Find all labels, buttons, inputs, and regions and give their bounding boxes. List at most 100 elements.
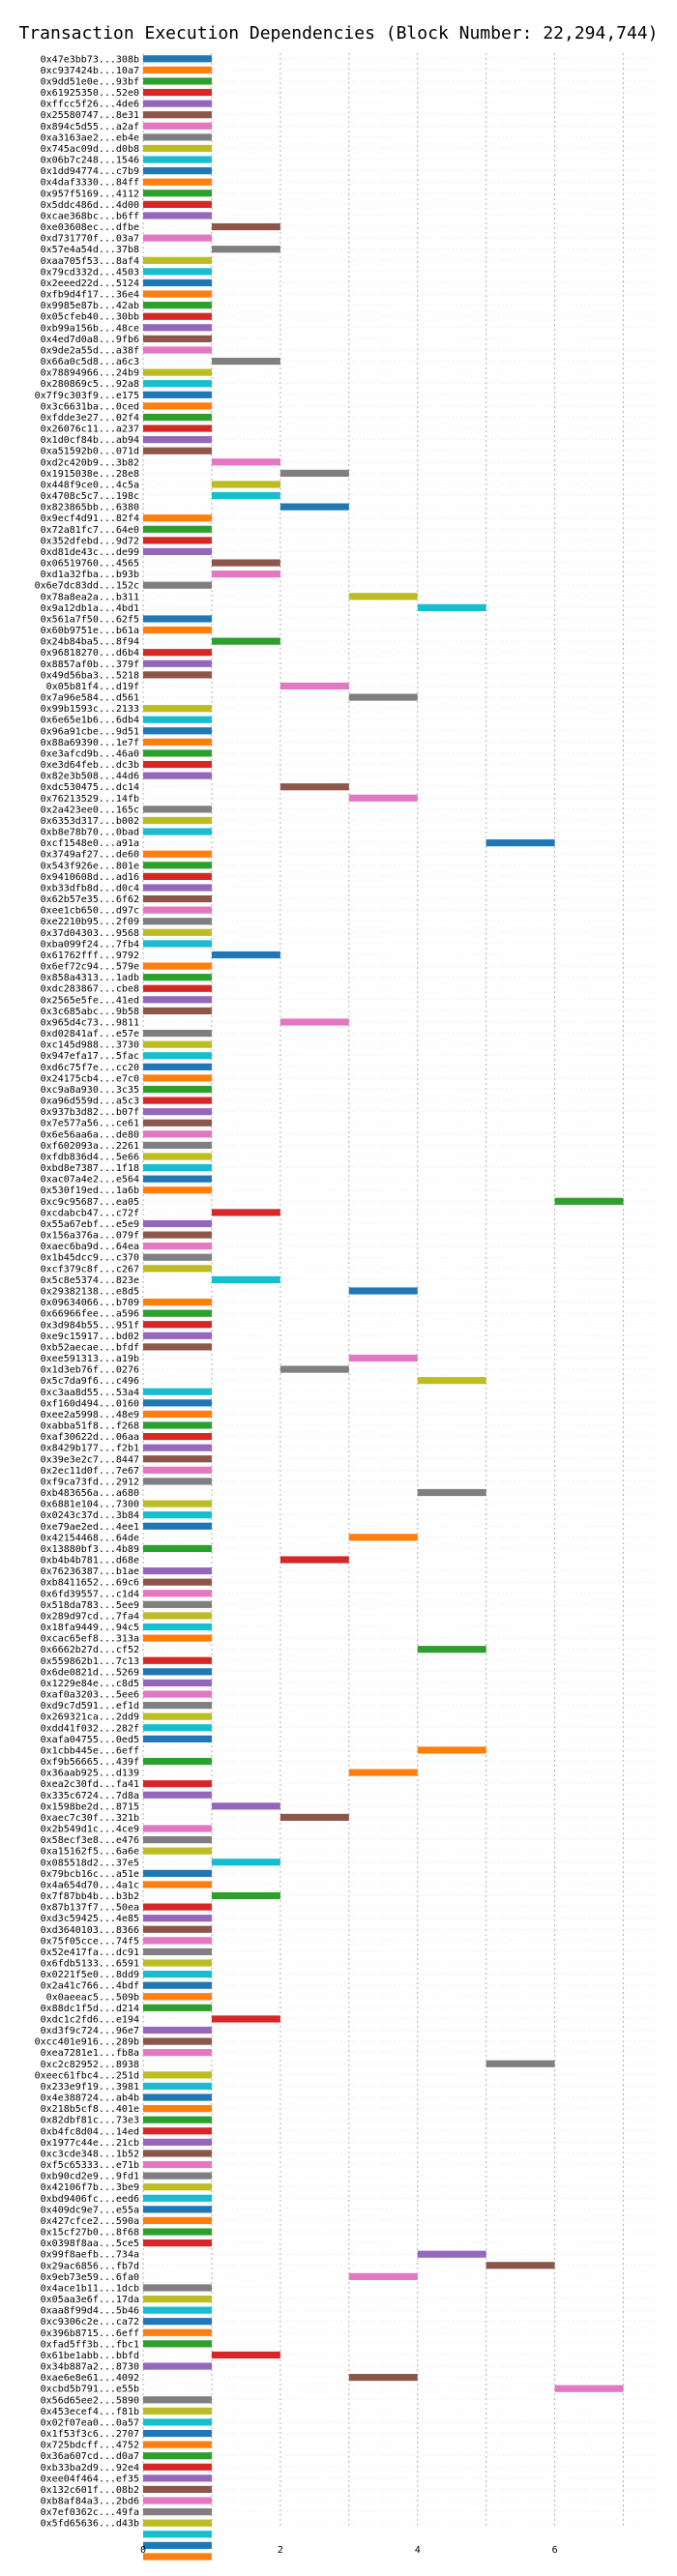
- transaction-label: 0x396b8715...6eff: [41, 2328, 139, 2339]
- dependency-bar: [143, 626, 212, 634]
- transaction-label: 0x1b45dcc9...c370: [41, 1253, 139, 1264]
- transaction-label: 0xc3cde348...1b52: [41, 2149, 139, 2159]
- dependency-bar: [143, 828, 212, 835]
- dependency-bar: [143, 2216, 212, 2225]
- transaction-label: 0x6ef72c94...579e: [41, 962, 139, 973]
- transaction-label: 0xcf1548e0...a91a: [41, 838, 139, 849]
- transaction-label: 0xee2a5998...48e9: [41, 1410, 139, 1420]
- dependency-bar: [417, 1377, 486, 1385]
- dependency-bar: [143, 2049, 212, 2057]
- transaction-label: 0xc145d988...3730: [41, 1040, 139, 1051]
- transaction-label: 0x87b137f7...50ea: [41, 1903, 139, 1914]
- transaction-label: 0xee591313...a19b: [41, 1354, 139, 1364]
- transaction-label: 0x6881e104...7300: [41, 1500, 139, 1510]
- dependency-bar: [143, 918, 212, 925]
- transaction-label: 0xffcc5f26...4de6: [41, 100, 139, 110]
- transaction-label: 0x8429b177...f2b1: [41, 1444, 139, 1454]
- transaction-label: 0xee1cb650...d97c: [41, 906, 139, 917]
- x-tick-label: 0: [140, 2545, 146, 2556]
- dependency-bar: [143, 1623, 212, 1631]
- dependency-bar: [143, 659, 212, 667]
- dependency-bar: [143, 2127, 212, 2135]
- dependency-bar: [143, 2239, 212, 2247]
- dependency-bar: [143, 1466, 212, 1474]
- dependency-bar: [143, 1690, 212, 1698]
- transaction-label: 0x2a423ee0...165c: [41, 805, 139, 815]
- dependency-bar: [211, 222, 280, 231]
- transaction-label: 0x79cd332d...4503: [41, 267, 139, 278]
- transaction-label: 0x6662b27d...cf52: [41, 1645, 139, 1655]
- dependency-bar: [143, 872, 212, 880]
- transaction-label: 0x42106f7b...3be9: [41, 2182, 139, 2193]
- transaction-label: 0x15cf27b0...8f68: [41, 2228, 139, 2239]
- transaction-label: 0x894c5d55...a2af: [41, 122, 139, 132]
- transaction-label: 0x24175cb4...e7c0: [41, 1073, 139, 1084]
- dependency-bar: [280, 1018, 349, 1026]
- dependency-bar: [143, 514, 212, 522]
- x-tick-label: 4: [415, 2545, 421, 2556]
- transaction-label: 0xcdabcb47...c72f: [41, 1208, 139, 1218]
- dependency-bar: [143, 649, 212, 657]
- dependency-bar: [143, 2429, 212, 2438]
- dependency-bar: [143, 1388, 212, 1395]
- transaction-label: 0x61be1abb...bbfd: [41, 2351, 139, 2361]
- dependency-bar: [143, 1825, 212, 1832]
- dependency-bar: [143, 1253, 212, 1261]
- dependency-bar: [143, 1163, 212, 1172]
- dependency-bar: [143, 1578, 212, 1586]
- dependency-bar: [280, 503, 349, 511]
- transaction-label: 0x49d56ba3...5218: [41, 670, 139, 681]
- dependency-bar: [348, 1287, 418, 1295]
- transaction-label: 0xfdb836d4...5e66: [41, 1152, 139, 1162]
- transaction-label: 0x29ac6856...fb7d: [41, 2261, 139, 2271]
- dependency-bar: [143, 1421, 212, 1429]
- transaction-label: 0x8857af0b...379f: [41, 659, 139, 670]
- dependency-bar: [143, 167, 212, 175]
- dependency-bar: [143, 436, 212, 444]
- transaction-label: 0x09634066...b709: [41, 1298, 139, 1308]
- dependency-bar: [143, 1702, 212, 1710]
- dependency-bar: [143, 1175, 212, 1183]
- dependency-bar: [143, 2463, 212, 2471]
- transaction-label: 0x1cbb445e...6eff: [41, 1745, 139, 1756]
- transaction-label: 0xd81de43c...de99: [41, 547, 139, 558]
- transaction-label: 0x1229e84e...c8d5: [41, 1679, 139, 1689]
- dependency-bar: [143, 1947, 212, 1956]
- dependency-bar: [143, 1298, 212, 1306]
- dependency-bar: [280, 682, 349, 690]
- dependency-bar: [211, 246, 280, 253]
- dependency-bar: [143, 1511, 212, 1519]
- dependency-bar: [143, 447, 212, 454]
- dependency-bar: [143, 2531, 212, 2538]
- dependency-bar: [143, 671, 212, 679]
- dependency-bar: [143, 1915, 212, 1922]
- dependency-bar: [554, 2385, 624, 2392]
- dependency-bar: [143, 1108, 212, 1116]
- transaction-label: 0xd3640103...8366: [41, 1925, 139, 1936]
- dependency-bar: [143, 1993, 212, 2001]
- transaction-label: 0xf160d494...0160: [41, 1398, 139, 1409]
- dependency-bar: [143, 1522, 212, 1530]
- transaction-label: 0x335c6724...7d8a: [41, 1791, 139, 1801]
- transaction-label: 0xd6c75f7e...cc20: [41, 1063, 139, 1073]
- transaction-label: 0x3c6631ba...0ced: [41, 401, 139, 412]
- transaction-label: 0x0243c37d...3b84: [41, 1510, 139, 1521]
- transaction-label: 0x289d97cd...7fa4: [41, 1611, 139, 1622]
- transaction-label: 0x76236387...b1ae: [41, 1566, 139, 1577]
- dependency-bar: [143, 1231, 212, 1239]
- dependency-bar: [143, 1332, 212, 1339]
- transaction-label: 0xfdde3e27...02f4: [41, 413, 139, 424]
- dependency-bar: [143, 2418, 212, 2426]
- transaction-label: 0xc3aa8d55...53a4: [41, 1388, 139, 1398]
- transaction-label: 0x2eeed22d...5124: [41, 278, 139, 289]
- dependency-bar: [143, 1153, 212, 1160]
- dependency-bar: [143, 1791, 212, 1799]
- dependency-bar: [143, 1679, 212, 1687]
- transaction-label: 0x2b549d1c...4ce9: [41, 1825, 139, 1835]
- transaction-label: 0x7e577a56...ce61: [41, 1119, 139, 1129]
- dependency-bar: [143, 256, 212, 264]
- transaction-label: 0x82e3b508...44d6: [41, 772, 139, 782]
- dependency-bar: [486, 2262, 555, 2269]
- transaction-label: 0x543f926e...801e: [41, 861, 139, 871]
